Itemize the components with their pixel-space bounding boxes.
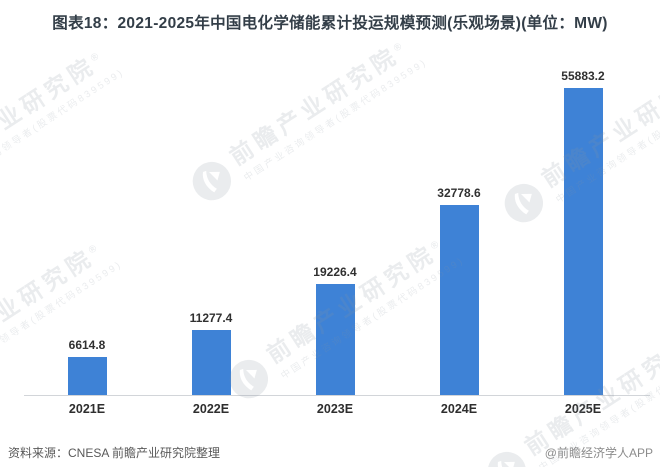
- bar-column: 11277.4: [149, 70, 273, 396]
- source-note: 资料来源：CNESA 前瞻产业研究院整理: [8, 446, 221, 460]
- bar-value-label: 11277.4: [189, 311, 233, 326]
- plot-area: 6614.8 11277.4 19226.4 32778.6 55883.2: [25, 70, 645, 396]
- bar-value-label: 32778.6: [437, 185, 481, 200]
- credit-note: @前瞻经济学人APP: [544, 446, 653, 460]
- bar-value-label: 55883.2: [561, 69, 605, 83]
- chart-title: 图表18：2021-2025年中国电化学储能累计投运规模预测(乐观场景)(单位：…: [52, 15, 608, 32]
- x-tick-2021E: 2021E: [68, 402, 106, 416]
- bar-2025E: [563, 88, 603, 396]
- x-tick-2024E: 2024E: [440, 402, 478, 416]
- x-tick-2023E: 2023E: [316, 402, 354, 416]
- x-axis-labels: 2021E 2022E 2023E 2024E 2025E: [25, 402, 645, 416]
- bar-value-label: 6614.8: [68, 338, 106, 353]
- bar-value-label: 19226.4: [313, 264, 357, 279]
- x-tick-2025E: 2025E: [564, 402, 602, 416]
- bar-column: 6614.8: [25, 70, 149, 396]
- bar-2023E: [315, 283, 355, 396]
- bar-column: 32778.6: [397, 70, 521, 396]
- bar-2021E: [67, 357, 107, 396]
- bar-2024E: [439, 204, 479, 396]
- x-tick-2022E: 2022E: [192, 402, 230, 416]
- bar-column: 55883.2: [521, 70, 645, 396]
- footer: 资料来源：CNESA 前瞻产业研究院整理 @前瞻经济学人APP: [8, 444, 653, 461]
- bar-column: 19226.4: [273, 70, 397, 396]
- bar-2022E: [191, 330, 231, 396]
- x-axis-line: [24, 395, 650, 396]
